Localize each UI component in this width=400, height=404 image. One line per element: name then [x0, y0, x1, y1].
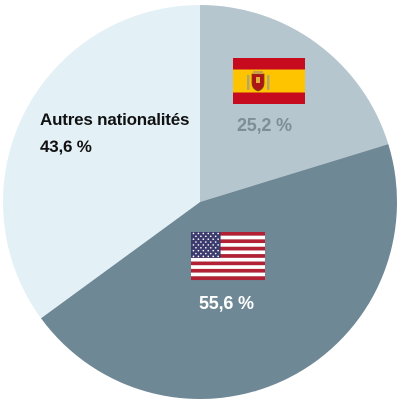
slice-label-others-name: Autres nationalités: [40, 110, 190, 129]
slice-label-others-value: 43,6 %: [40, 137, 92, 156]
pie-slice-2: [3, 5, 200, 319]
spain-flag-icon: [233, 58, 305, 104]
slice-label-spain-value: 25,2 %: [237, 115, 292, 135]
us-flag-icon: [191, 232, 265, 281]
slice-label-us-value: 55,6 %: [199, 293, 254, 313]
